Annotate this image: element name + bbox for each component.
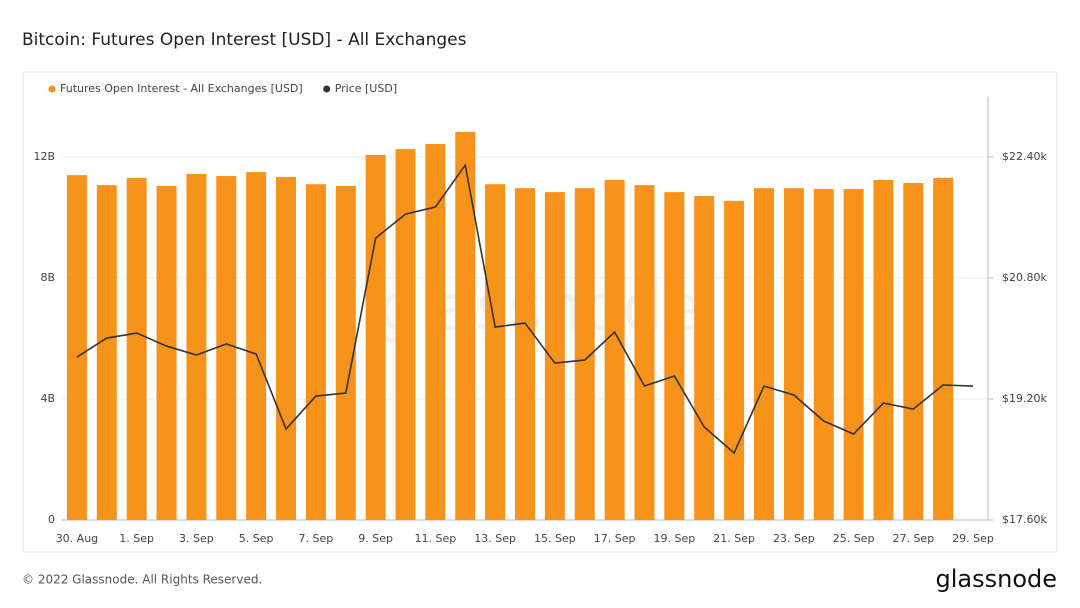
bar [574, 188, 595, 520]
logo: glassnode [935, 565, 1057, 593]
x-tick-label: 15. Sep [534, 532, 576, 545]
footer: © 2022 Glassnode. All Rights Reserved. [22, 573, 262, 587]
x-tick-label: 13. Sep [474, 532, 516, 545]
bar [216, 176, 237, 520]
bar [724, 200, 745, 521]
bar [246, 172, 267, 520]
x-tick-label: 3. Sep [179, 532, 214, 545]
bar [335, 186, 356, 521]
legend-swatch [323, 85, 331, 93]
bar [305, 184, 326, 520]
y2-tick-label: $22.40k [1002, 150, 1047, 163]
x-tick-label: 9. Sep [358, 532, 393, 545]
x-tick-label: 29. Sep [952, 532, 994, 545]
x-tick-label: 19. Sep [653, 532, 695, 545]
x-tick-label: 25. Sep [833, 532, 875, 545]
chart-title: Bitcoin: Futures Open Interest [USD] - A… [22, 30, 467, 50]
y-tick-label: 12B [33, 150, 55, 163]
bar [933, 177, 954, 520]
y-tick-label: 4B [40, 392, 55, 405]
bar [634, 185, 655, 520]
x-tick-label: 5. Sep [239, 532, 274, 545]
bar [455, 131, 476, 520]
bar [604, 179, 625, 521]
bar [425, 143, 446, 520]
x-tick-label: 23. Sep [773, 532, 815, 545]
x-tick-label: 17. Sep [594, 532, 636, 545]
bar [843, 189, 864, 520]
bar [544, 192, 565, 520]
y2-tick-label: $19.20k [1002, 392, 1047, 405]
bar [485, 184, 506, 520]
bar [96, 185, 117, 520]
bar [813, 189, 834, 520]
x-tick-label: 27. Sep [892, 532, 934, 545]
y2-tick-label: $17.60k [1002, 513, 1047, 526]
bar [126, 177, 147, 520]
price-line [76, 163, 974, 455]
bar [873, 179, 894, 521]
bar [783, 188, 804, 520]
bar [664, 192, 685, 520]
x-tick-label: 7. Sep [299, 532, 334, 545]
bar [365, 154, 386, 520]
bar [903, 183, 924, 520]
y-tick-label: 8B [40, 271, 55, 284]
bar [395, 149, 416, 520]
legend-swatch [48, 85, 56, 93]
bar [694, 196, 715, 520]
legend-label: Price [USD] [335, 82, 397, 95]
bar [66, 175, 87, 520]
bar [186, 173, 207, 520]
x-tick-label: 11. Sep [415, 532, 457, 545]
bar [753, 188, 774, 520]
x-tick-label: 21. Sep [713, 532, 755, 545]
chart-frame [22, 71, 1058, 553]
y2-tick-label: $20.80k [1002, 271, 1047, 284]
x-tick-label: 1. Sep [119, 532, 154, 545]
x-tick-label: 30. Aug [56, 532, 98, 545]
legend-label: Futures Open Interest - All Exchanges [U… [60, 82, 303, 95]
bar [276, 176, 297, 520]
bar [515, 188, 535, 520]
y-tick-label: 0 [48, 513, 55, 526]
bar [156, 186, 177, 521]
